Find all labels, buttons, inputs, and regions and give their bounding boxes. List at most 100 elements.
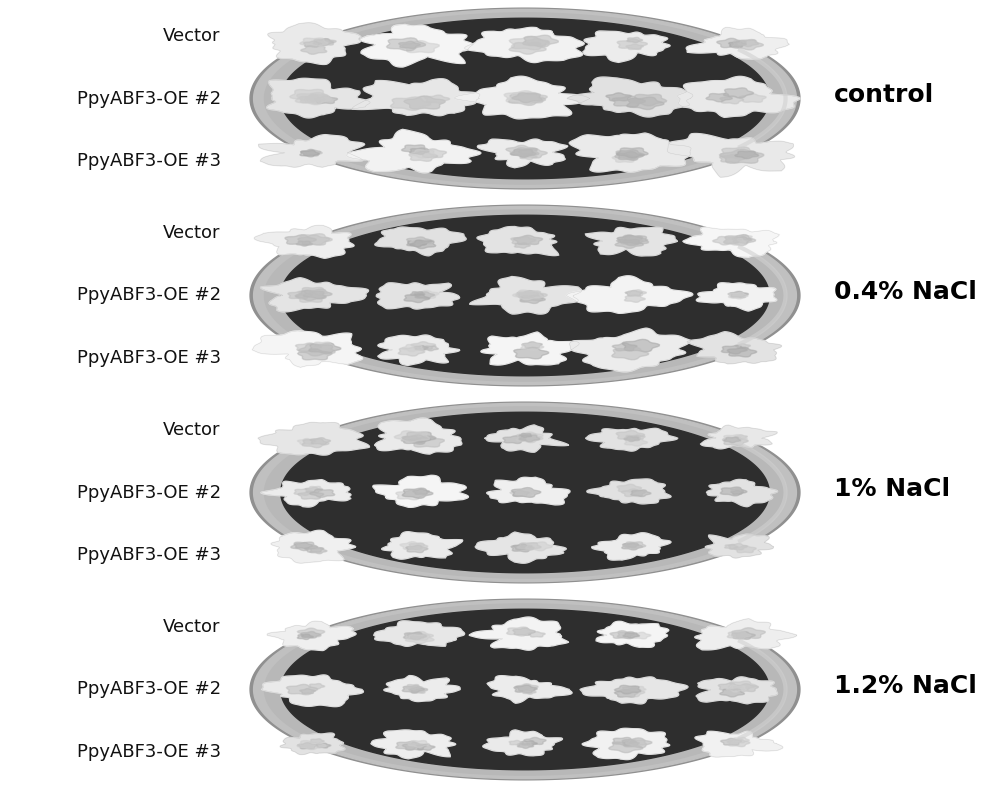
Polygon shape [606, 93, 631, 101]
Polygon shape [296, 241, 312, 246]
Polygon shape [630, 95, 667, 106]
Polygon shape [517, 543, 541, 550]
Polygon shape [667, 133, 794, 177]
Polygon shape [570, 329, 691, 372]
Polygon shape [309, 343, 341, 354]
Polygon shape [296, 343, 321, 351]
Polygon shape [735, 151, 759, 158]
Polygon shape [374, 621, 465, 646]
Polygon shape [410, 240, 427, 245]
Polygon shape [409, 436, 444, 447]
Polygon shape [259, 135, 365, 167]
Polygon shape [295, 92, 332, 105]
Polygon shape [515, 489, 537, 496]
Polygon shape [610, 630, 634, 638]
Polygon shape [394, 431, 430, 442]
Polygon shape [410, 292, 425, 296]
Polygon shape [580, 677, 688, 704]
Polygon shape [733, 738, 749, 743]
Polygon shape [300, 38, 328, 47]
Polygon shape [404, 294, 430, 303]
Polygon shape [617, 235, 642, 243]
Polygon shape [730, 292, 748, 297]
Polygon shape [465, 28, 584, 62]
Polygon shape [511, 236, 536, 244]
Polygon shape [281, 18, 769, 179]
Polygon shape [523, 690, 536, 694]
Polygon shape [477, 226, 559, 255]
Polygon shape [298, 439, 316, 444]
Polygon shape [296, 292, 326, 303]
Polygon shape [513, 544, 532, 550]
Polygon shape [512, 93, 542, 102]
Polygon shape [626, 44, 643, 50]
Polygon shape [515, 684, 538, 691]
Polygon shape [298, 235, 330, 245]
Polygon shape [516, 432, 543, 440]
Polygon shape [301, 150, 321, 156]
Polygon shape [516, 433, 543, 443]
Polygon shape [310, 739, 324, 743]
Polygon shape [405, 685, 421, 690]
Polygon shape [720, 96, 743, 104]
Polygon shape [254, 9, 796, 188]
Polygon shape [262, 675, 363, 707]
Polygon shape [623, 236, 648, 244]
Polygon shape [250, 8, 800, 189]
Polygon shape [316, 39, 336, 45]
Polygon shape [309, 683, 325, 689]
Text: 1% NaCl: 1% NaCl [834, 477, 950, 500]
Polygon shape [696, 677, 777, 704]
Polygon shape [407, 237, 432, 245]
Polygon shape [612, 738, 636, 745]
Polygon shape [301, 46, 327, 54]
Polygon shape [695, 731, 783, 757]
Polygon shape [686, 28, 789, 59]
Polygon shape [718, 683, 741, 690]
Polygon shape [520, 154, 537, 159]
Polygon shape [304, 41, 322, 47]
Polygon shape [425, 95, 450, 103]
Polygon shape [288, 291, 312, 299]
Polygon shape [625, 291, 643, 296]
Polygon shape [738, 40, 759, 46]
Polygon shape [526, 542, 552, 551]
Polygon shape [401, 436, 421, 443]
Polygon shape [403, 432, 436, 443]
Polygon shape [295, 291, 326, 300]
Polygon shape [405, 634, 434, 644]
Polygon shape [511, 545, 534, 552]
Polygon shape [727, 739, 750, 747]
Polygon shape [252, 331, 363, 367]
Polygon shape [622, 686, 641, 693]
Polygon shape [264, 13, 786, 184]
Polygon shape [414, 292, 435, 299]
Polygon shape [720, 147, 758, 159]
Polygon shape [250, 599, 800, 780]
Polygon shape [612, 96, 645, 107]
Polygon shape [723, 87, 753, 98]
Polygon shape [511, 149, 536, 157]
Polygon shape [298, 742, 317, 749]
Polygon shape [727, 348, 757, 357]
Text: PpyABF3-OE #2: PpyABF3-OE #2 [77, 90, 221, 107]
Polygon shape [585, 228, 678, 256]
Polygon shape [721, 345, 747, 354]
Polygon shape [729, 681, 756, 690]
Polygon shape [592, 533, 671, 560]
Polygon shape [250, 205, 800, 386]
Polygon shape [511, 488, 541, 497]
Polygon shape [287, 684, 318, 695]
Polygon shape [390, 97, 431, 110]
Polygon shape [615, 240, 643, 248]
Polygon shape [509, 43, 546, 54]
Polygon shape [508, 92, 543, 103]
Polygon shape [616, 430, 644, 440]
Polygon shape [626, 544, 638, 548]
Polygon shape [399, 41, 420, 49]
Polygon shape [739, 94, 766, 102]
Polygon shape [617, 235, 649, 246]
Polygon shape [419, 149, 446, 158]
Polygon shape [524, 738, 546, 745]
Polygon shape [417, 744, 435, 750]
